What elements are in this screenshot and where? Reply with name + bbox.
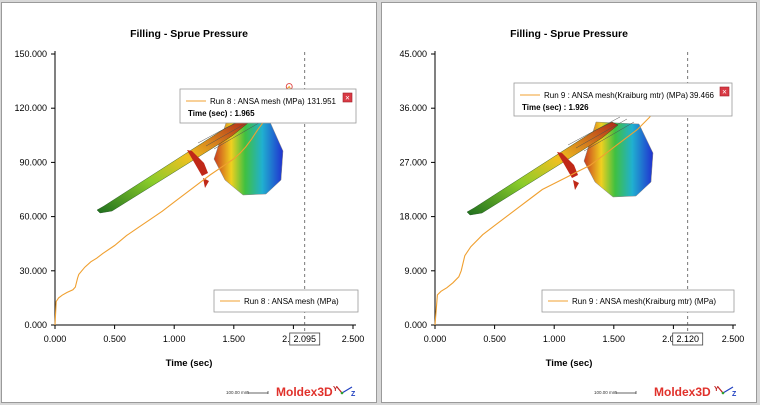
part-model-image bbox=[466, 116, 654, 216]
svg-text:Z: Z bbox=[732, 391, 737, 398]
tooltip-value: 39.466 bbox=[690, 91, 715, 100]
cursor-value-label: 2.120 bbox=[676, 334, 699, 344]
tooltip-close-button[interactable] bbox=[719, 86, 730, 97]
x-axis-label: Time (sec) bbox=[546, 358, 593, 369]
svg-text:Y: Y bbox=[714, 386, 719, 393]
scale-label: 100.00 mm bbox=[226, 390, 249, 395]
x-tick-label: 1.500 bbox=[223, 334, 246, 344]
y-tick-label: 9.000 bbox=[404, 266, 427, 276]
svg-text:Z: Z bbox=[351, 391, 356, 398]
axis-triad-icon: Y Z bbox=[333, 386, 356, 398]
tooltip-close-icon: × bbox=[345, 94, 350, 103]
x-tick-label: 0.500 bbox=[103, 334, 126, 344]
x-tick-label: 1.000 bbox=[163, 334, 186, 344]
chart-panel-left: Filling - Sprue Pressure 0.000 30.000 60.0… bbox=[1, 2, 377, 403]
tooltip: Run 8 : ANSA mesh (MPa) 131.951 Time (se… bbox=[179, 88, 357, 124]
x-tick-label: 0.000 bbox=[44, 334, 67, 344]
y-tick-label: 60.000 bbox=[19, 212, 47, 222]
y-tick-label: 0.000 bbox=[404, 320, 427, 330]
y-tick-label: 0.000 bbox=[24, 320, 47, 330]
chart-title: Filling - Sprue Pressure bbox=[130, 28, 248, 40]
legend: Run 8 : ANSA mesh (MPa) bbox=[213, 289, 359, 313]
y-tick-label: 36.000 bbox=[399, 103, 427, 113]
moldex3d-logo: Moldex3D bbox=[654, 385, 711, 399]
chart-svg-left[interactable]: Filling - Sprue Pressure 0.000 30.000 60.0… bbox=[2, 3, 376, 402]
svg-text:Y: Y bbox=[333, 386, 338, 393]
tooltip-time: Time (sec) : 1.926 bbox=[522, 103, 589, 112]
legend-entry: Run 9 : ANSA mesh(Kraiburg mtr) (MPa) bbox=[572, 297, 716, 306]
tooltip-time: Time (sec) : 1.965 bbox=[188, 109, 255, 118]
y-tick-label: 150.000 bbox=[14, 49, 47, 59]
tooltip-close-button[interactable] bbox=[342, 92, 353, 103]
tooltip-value: 131.951 bbox=[307, 97, 336, 106]
chart-title: Filling - Sprue Pressure bbox=[510, 28, 628, 40]
legend: Run 9 : ANSA mesh(Kraiburg mtr) (MPa) bbox=[541, 289, 735, 313]
series-line bbox=[434, 85, 689, 326]
legend-entry: Run 8 : ANSA mesh (MPa) bbox=[244, 297, 339, 306]
x-tick-label: 0.500 bbox=[483, 334, 506, 344]
y-tick-label: 27.000 bbox=[399, 157, 427, 167]
cursor-value-box: 2.120 bbox=[672, 332, 704, 346]
cursor-value-label: 2.095 bbox=[293, 334, 316, 344]
y-tick-label: 45.000 bbox=[399, 49, 427, 59]
part-model-image bbox=[96, 114, 284, 214]
tooltip: Run 9 : ANSA mesh(Kraiburg mtr) (MPa) 39… bbox=[513, 82, 733, 117]
x-axis-label: Time (sec) bbox=[166, 358, 213, 369]
scale-bar: 100.00 mm bbox=[226, 390, 269, 395]
tooltip-close-icon: × bbox=[722, 88, 727, 97]
x-tick-label: 1.500 bbox=[603, 334, 626, 344]
tooltip-series-label: Run 9 : ANSA mesh(Kraiburg mtr) (MPa) bbox=[544, 91, 688, 100]
chart-panel-right: Filling - Sprue Pressure 0.000 9.000 18.00… bbox=[381, 2, 757, 403]
y-tick-label: 90.000 bbox=[19, 157, 47, 167]
axis-triad-icon: Y Z bbox=[714, 386, 737, 398]
scale-label: 100.00 mm bbox=[594, 390, 617, 395]
x-tick-label: 2.500 bbox=[722, 334, 745, 344]
scale-bar: 100.00 mm bbox=[594, 390, 637, 395]
x-tick-label: 1.000 bbox=[543, 334, 566, 344]
cursor-value-box: 2.095 bbox=[289, 332, 321, 346]
x-tick-label: 0.000 bbox=[424, 334, 447, 344]
chart-svg-right[interactable]: Filling - Sprue Pressure 0.000 9.000 18.00… bbox=[382, 3, 756, 402]
y-tick-label: 30.000 bbox=[19, 266, 47, 276]
y-tick-label: 18.000 bbox=[399, 212, 427, 222]
x-tick-label: 2.500 bbox=[342, 334, 365, 344]
y-tick-label: 120.000 bbox=[14, 103, 47, 113]
moldex3d-logo: Moldex3D bbox=[276, 385, 333, 399]
tooltip-series-label: Run 8 : ANSA mesh (MPa) bbox=[210, 97, 305, 106]
